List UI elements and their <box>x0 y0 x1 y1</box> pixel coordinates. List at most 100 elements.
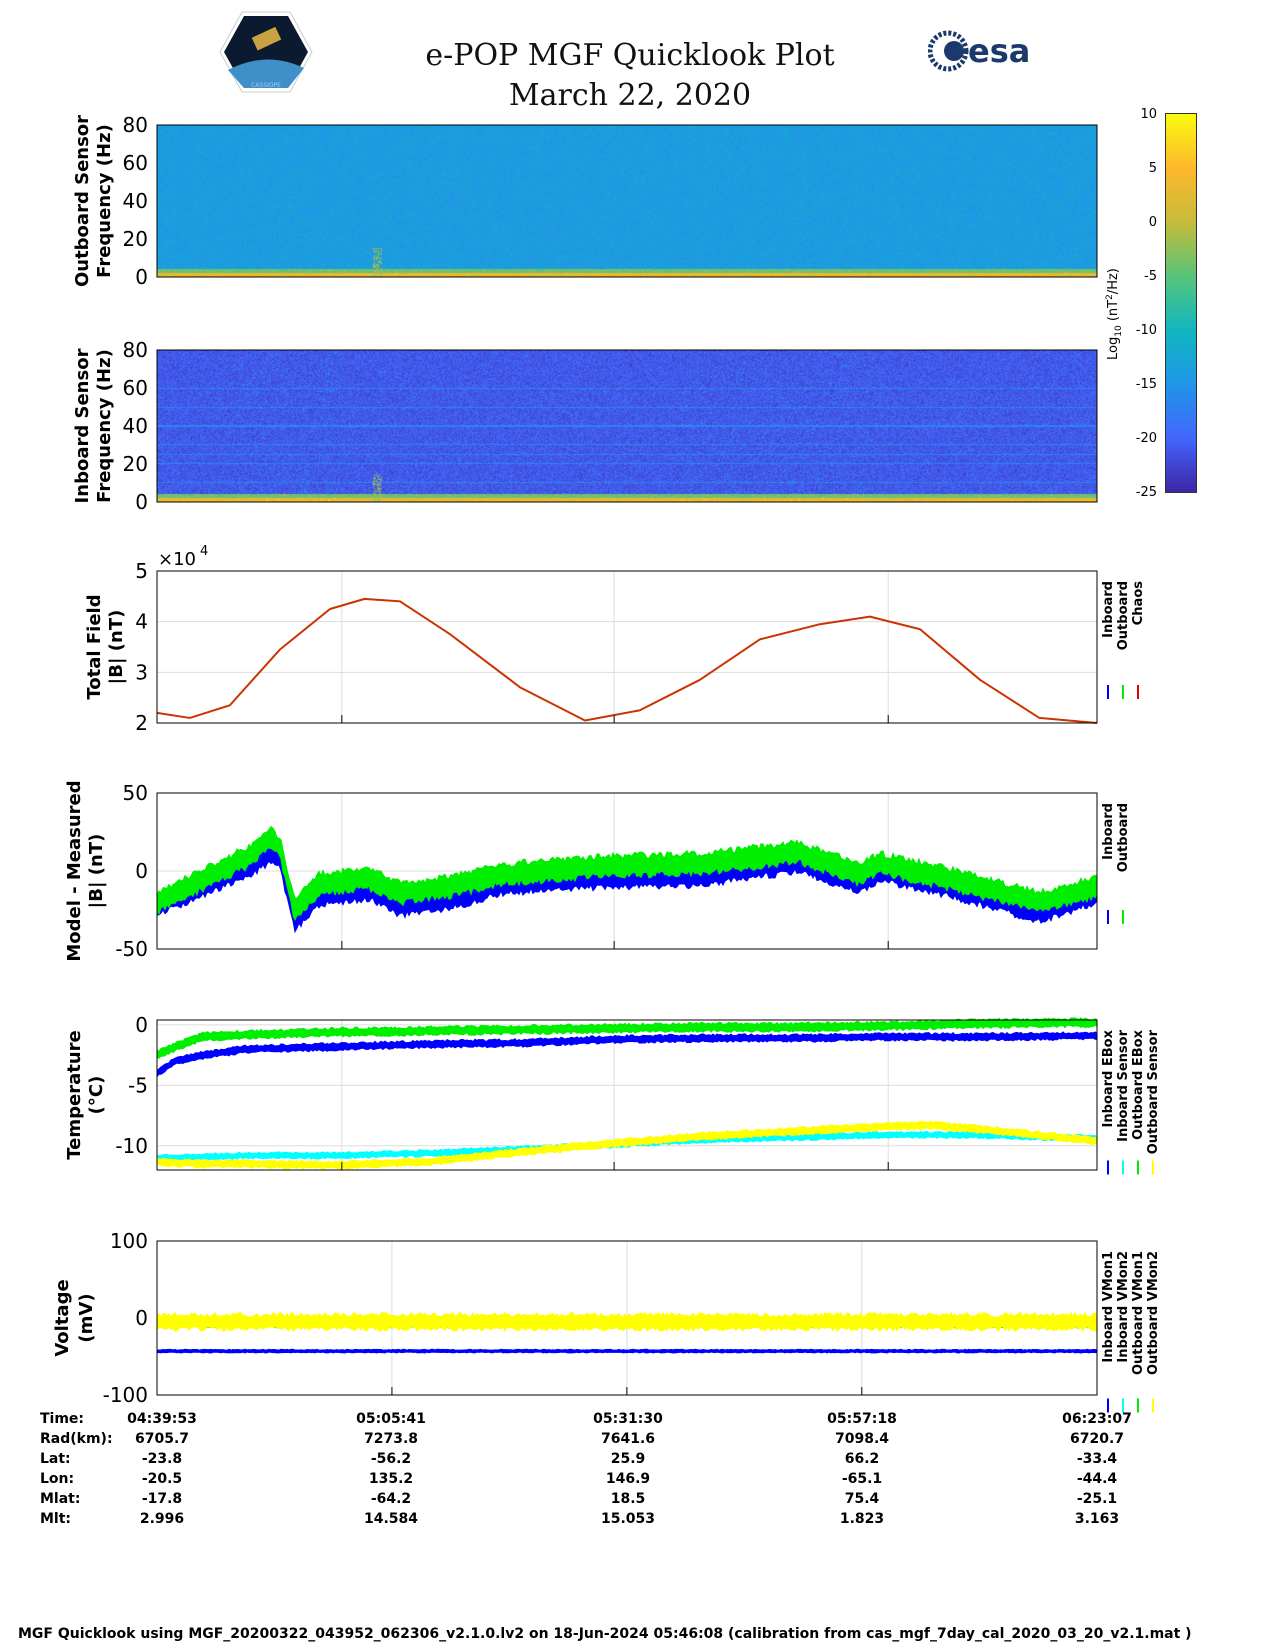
legend-label: Chaos <box>1131 581 1146 625</box>
orbit-value: 66.2 <box>844 1451 880 1467</box>
legend-label: Outboard <box>1116 581 1131 650</box>
colorbar-tick-label: -15 <box>1136 377 1157 392</box>
colorbar-label-part: (nT <box>1106 300 1121 325</box>
colorbar-tick-label: 0 <box>1149 215 1157 230</box>
orbit-value: 1.823 <box>839 1511 885 1527</box>
model-minus-measured-panel: -50 0 50 Model - Measured |B| (nT) Inboard Out… <box>64 780 1131 961</box>
orbit-value: 6720.7 <box>1069 1431 1125 1447</box>
y-axis-label: Frequency (Hz) <box>94 349 115 503</box>
y-tick-label: 40 <box>123 414 148 438</box>
y-axis-label: Model - Measured <box>64 780 85 961</box>
y-tick-label: 80 <box>123 338 148 362</box>
y-tick-label: 40 <box>123 189 148 213</box>
orbit-value: -25.1 <box>1076 1491 1118 1507</box>
colorbar-tick-label: -20 <box>1136 431 1157 446</box>
y-tick-label: -50 <box>115 937 148 961</box>
orbit-value: 7098.4 <box>834 1431 890 1447</box>
y-tick-label: 0 <box>135 1013 148 1037</box>
series-band-inboard-vmon1 <box>156 1348 1098 1354</box>
colorbar-tick-label: -5 <box>1144 269 1157 284</box>
legend-label: Inboard <box>1101 581 1116 638</box>
orbit-row-label: Lat: <box>40 1451 71 1467</box>
y-axis-label: (°C) <box>86 1076 107 1115</box>
orbit-value: -33.4 <box>1076 1451 1118 1467</box>
orbit-value: -56.2 <box>370 1451 412 1467</box>
y-axis-label: Voltage <box>52 1279 73 1356</box>
spectrogram-frame <box>156 349 1098 503</box>
y-tick-label: 100 <box>110 1229 148 1253</box>
legend-label: Inboard EBox <box>1101 1029 1116 1127</box>
orbit-row-label: Rad(km): <box>40 1431 113 1447</box>
colorbar-tick-label: -10 <box>1136 323 1157 338</box>
orbit-value: 04:39:53 <box>127 1411 197 1427</box>
y-tick-label: -100 <box>103 1383 148 1407</box>
y-axis-label: Frequency (Hz) <box>94 124 115 278</box>
colorbar-label-part: /Hz) <box>1106 268 1121 294</box>
orbit-value: 18.5 <box>610 1491 646 1507</box>
y-axis-label: Outboard Sensor <box>72 115 93 287</box>
inboard-spectrogram <box>157 350 1097 502</box>
orbit-row-label: Time: <box>40 1411 85 1427</box>
temperature-panel: -10 -5 0 Temperature (°C) Inboard EBox Inboard… <box>64 1013 1161 1175</box>
orbit-value: 06:23:07 <box>1062 1411 1132 1427</box>
esa-logo-text: esa <box>968 32 1030 70</box>
colorbar-label-part: Log <box>1106 337 1121 360</box>
exponent-label: ×10 <box>158 549 196 570</box>
y-tick-label: -10 <box>115 1134 148 1158</box>
orbit-value: 7641.6 <box>600 1431 656 1447</box>
voltage-panel: -100 0 100 Voltage (mV) Inboard VMon1 Inboard … <box>52 1229 1161 1413</box>
orbit-row-label: Lon: <box>40 1471 75 1487</box>
orbit-value: 14.584 <box>363 1511 419 1527</box>
orbit-value: -44.4 <box>1076 1471 1118 1487</box>
y-tick-label: 4 <box>135 610 148 634</box>
y-tick-label: 80 <box>123 113 148 137</box>
legend-label: Outboard Sensor <box>1146 1029 1161 1154</box>
legend-label: Inboard <box>1101 803 1116 860</box>
legend-label: Inboard VMon2 <box>1116 1251 1131 1363</box>
total-field-panel: 2 3 4 5 Total Field |B| (nT) ×10 4 Inboard Outboa… <box>84 544 1146 735</box>
orbit-value: 05:05:41 <box>356 1411 426 1427</box>
orbit-row-label: Mlt: <box>40 1511 72 1527</box>
plot-title: e-POP MGF Quicklook Plot <box>425 38 835 73</box>
spectrogram-frame <box>156 124 1098 278</box>
orbit-value: 146.9 <box>605 1471 651 1487</box>
legend-label: Outboard EBox <box>1131 1029 1146 1139</box>
orbit-value: -64.2 <box>370 1491 412 1507</box>
cassiope-logo: CASSIOPE <box>219 11 313 93</box>
orbit-value: 15.053 <box>600 1511 656 1527</box>
orbit-value: 2.996 <box>139 1511 185 1527</box>
orbit-value: 6705.7 <box>134 1431 190 1447</box>
esa-logo: esa <box>928 30 1030 72</box>
y-tick-label: 0 <box>135 859 148 883</box>
y-axis-label: Temperature <box>64 1030 85 1159</box>
y-axis-label: Total Field <box>84 594 105 699</box>
orbit-row-label: Mlat: <box>40 1491 81 1507</box>
legend-label: Outboard VMon1 <box>1131 1251 1146 1375</box>
y-axis-label: (mV) <box>76 1293 97 1342</box>
orbit-value: 135.2 <box>368 1471 414 1487</box>
y-axis-label: |B| (nT) <box>106 610 127 685</box>
colorbar <box>1165 113 1197 493</box>
orbit-value: 75.4 <box>844 1491 880 1507</box>
exponent-value: 4 <box>200 544 208 559</box>
y-tick-label: 5 <box>135 559 148 583</box>
plot-area <box>157 571 1097 723</box>
colorbar-label-part: 10 <box>1114 325 1124 337</box>
orbit-value: -17.8 <box>141 1491 183 1507</box>
legend-label: Outboard <box>1116 803 1131 872</box>
orbit-value: -20.5 <box>141 1471 183 1487</box>
colorbar-label: Log10 (nT2/Hz) <box>1105 268 1124 360</box>
orbit-value: 3.163 <box>1074 1511 1120 1527</box>
plot-date: March 22, 2020 <box>508 78 752 113</box>
y-tick-label: 20 <box>123 227 148 251</box>
y-tick-label: 0 <box>135 265 148 289</box>
plot-frame <box>156 570 1098 724</box>
colorbar-label-part: 2 <box>1105 294 1115 300</box>
colorbar-tick-label: 5 <box>1149 161 1157 176</box>
y-tick-label: 0 <box>135 1306 148 1330</box>
y-tick-label: 60 <box>123 376 148 400</box>
y-tick-label: 2 <box>135 711 148 735</box>
orbit-value: 25.9 <box>610 1451 646 1467</box>
footer-caption: MGF Quicklook using MGF_20200322_043952_… <box>18 1626 1192 1642</box>
